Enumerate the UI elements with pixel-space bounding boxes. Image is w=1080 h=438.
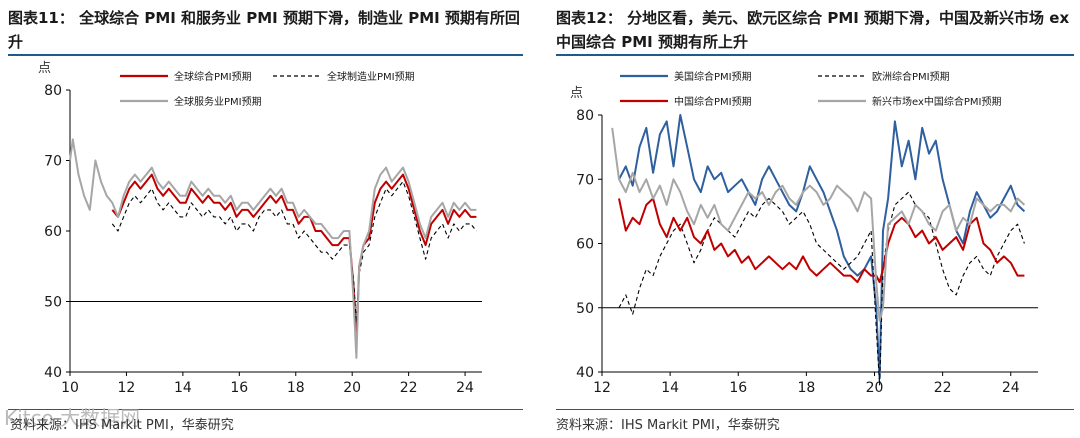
legend-label: 中国综合PMI预期 [674, 95, 752, 108]
legend-label: 美国综合PMI预期 [674, 70, 752, 83]
series-line [611, 127, 1026, 322]
legend-label: 全球制造业PMI预期 [327, 70, 415, 83]
left-source-note: 资料来源：IHS Markit PMI，华泰研究 [10, 418, 234, 433]
series-line [111, 181, 477, 324]
x-tick-label: 24 [1002, 380, 1020, 396]
x-tick-label: 20 [343, 380, 361, 396]
y-tick-label: 60 [44, 224, 62, 240]
y-tick-label: 70 [576, 172, 594, 188]
series-line [111, 173, 477, 345]
series-line [618, 197, 1025, 284]
x-tick-label: 22 [934, 380, 952, 396]
x-tick-label: 24 [456, 380, 474, 396]
y-tick-label: 80 [576, 108, 594, 124]
x-tick-label: 12 [593, 380, 611, 396]
x-tick-label: 20 [866, 380, 884, 396]
left-title-rule [8, 54, 523, 56]
y-tick-label: 80 [44, 83, 62, 99]
legend-label: 全球服务业PMI预期 [174, 95, 262, 108]
watermark-logo: Kitco 大数据网 [4, 406, 141, 430]
y-tick-label: 60 [576, 237, 594, 253]
right-source-note: 资料来源：IHS Markit PMI，华泰研究 [556, 418, 780, 433]
legend-label: 欧洲综合PMI预期 [872, 70, 950, 83]
x-tick-label: 10 [61, 380, 79, 396]
legend-label: 新兴市场ex中国综合PMI预期 [872, 95, 1002, 108]
x-tick-label: 12 [118, 380, 136, 396]
right-line-chart: 点 40 50 60 70 80 12 14 16 18 20 22 24 美国综合PMI预期 欧洲综合PM… [570, 70, 1038, 396]
x-tick-label: 16 [729, 380, 747, 396]
series-line [618, 191, 1025, 386]
y-tick-label: 70 [44, 154, 62, 170]
y-tick-label: 40 [576, 365, 594, 381]
left-figure-title: 图表11： 全球综合 PMI 和服务业 PMI 预期下滑，制造业 PMI 预期有… [8, 9, 520, 51]
series-line [69, 138, 477, 359]
right-figure-title: 图表12： 分地区看，美元、欧元区综合 PMI 预期下滑，中国及新兴市场 ex … [556, 9, 1070, 51]
right-source-rule [556, 409, 1074, 410]
left-figure-panel: 图表11： 全球综合 PMI 和服务业 PMI 预期下滑，制造业 PMI 预期有… [0, 0, 530, 438]
y-axis-unit-label: 点 [570, 86, 583, 101]
left-line-chart: 点 40 50 60 70 80 10 12 14 16 18 20 22 24 全球综合PMI预期 全球制造… [38, 61, 482, 396]
y-tick-label: 40 [44, 365, 62, 381]
legend-label: 全球综合PMI预期 [174, 70, 252, 83]
x-tick-label: 14 [174, 380, 192, 396]
x-tick-label: 16 [230, 380, 248, 396]
right-title-rule [556, 54, 1074, 56]
right-figure-panel: 图表12： 分地区看，美元、欧元区综合 PMI 预期下滑，中国及新兴市场 ex … [548, 0, 1080, 438]
x-tick-label: 14 [661, 380, 679, 396]
x-tick-label: 18 [797, 380, 815, 396]
left-source-rule [8, 409, 523, 410]
y-axis-unit-label: 点 [38, 61, 51, 76]
x-tick-label: 18 [287, 380, 305, 396]
y-tick-label: 50 [576, 301, 594, 317]
x-tick-label: 22 [400, 380, 418, 396]
y-tick-label: 50 [44, 295, 62, 311]
